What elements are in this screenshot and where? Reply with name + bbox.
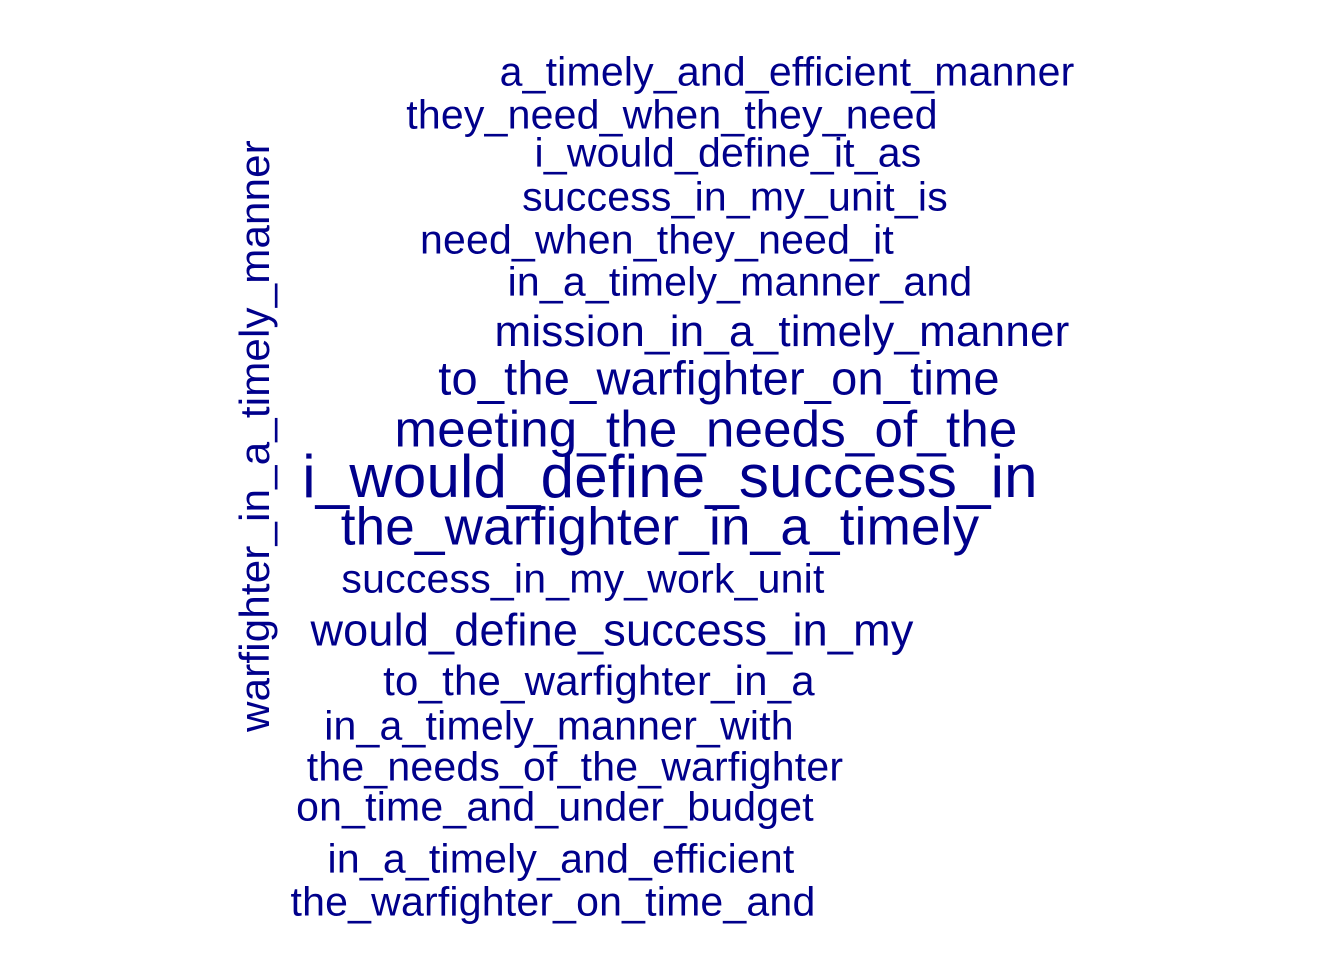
word-in-a-timely-and-efficient: in_a_timely_and_efficient <box>327 835 795 882</box>
word-to-the-warfighter-in-a: to_the_warfighter_in_a <box>383 657 815 704</box>
word-the-needs-of-the-warfighter: the_needs_of_the_warfighter <box>306 743 844 790</box>
word-in-a-timely-manner-with: in_a_timely_manner_with <box>324 702 794 749</box>
word-on-time-and-under-budget: on_time_and_under_budget <box>296 783 814 830</box>
word-a-timely-and-efficient-manner: a_timely_and_efficient_manner <box>499 48 1075 95</box>
word-success-in-my-work-unit: success_in_my_work_unit <box>341 555 825 602</box>
word-i-would-define-it-as: i_would_define_it_as <box>534 129 922 176</box>
word-they-need-when-they-need: they_need_when_they_need <box>406 91 938 138</box>
word-the-warfighter-in-a-timely: the_warfighter_in_a_timely <box>340 497 980 557</box>
word-meeting-the-needs-of-the: meeting_the_needs_of_the <box>394 400 1018 458</box>
word-mission-in-a-timely-manner: mission_in_a_timely_manner <box>494 307 1070 356</box>
word-need-when-they-need-it: need_when_they_need_it <box>419 216 895 263</box>
word-the-warfighter-on-time-and: the_warfighter_on_time_and <box>290 878 816 925</box>
word-to-the-warfighter-on-time: to_the_warfighter_on_time <box>438 351 1000 405</box>
word-success-in-my-unit-is: success_in_my_unit_is <box>522 173 948 220</box>
word-i-would-define-success-in: i_would_define_success_in <box>302 443 1038 510</box>
word-warfighter-in-a-timely-manner: warfighter_in_a_timely_manner <box>231 140 278 732</box>
word-would-define-success-in-my: would_define_success_in_my <box>310 604 914 656</box>
word-in-a-timely-manner-and: in_a_timely_manner_and <box>507 258 973 305</box>
